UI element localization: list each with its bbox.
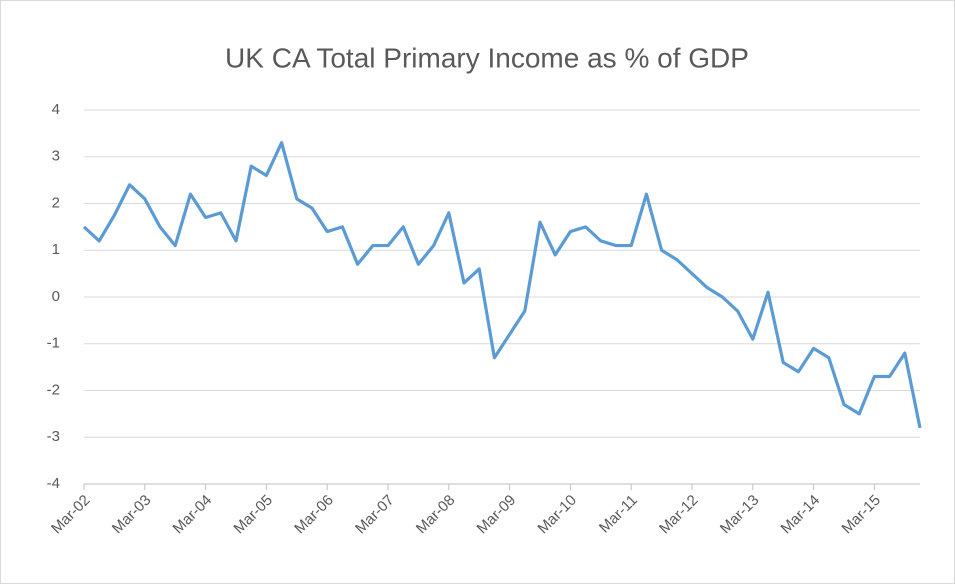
chart-title: UK CA Total Primary Income as % of GDP (225, 42, 749, 73)
y-tick-label: 2 (52, 194, 60, 211)
y-tick-label: -2 (47, 381, 60, 398)
y-tick-label: 0 (52, 288, 60, 305)
data-line (82, 141, 922, 429)
y-tick-label: 3 (52, 148, 60, 165)
y-tick-label: 1 (52, 241, 60, 258)
y-tick-label: -4 (47, 475, 60, 492)
y-tick-label: -3 (47, 428, 60, 445)
y-tick-label: 4 (52, 101, 60, 118)
y-tick-label: -1 (47, 335, 60, 352)
